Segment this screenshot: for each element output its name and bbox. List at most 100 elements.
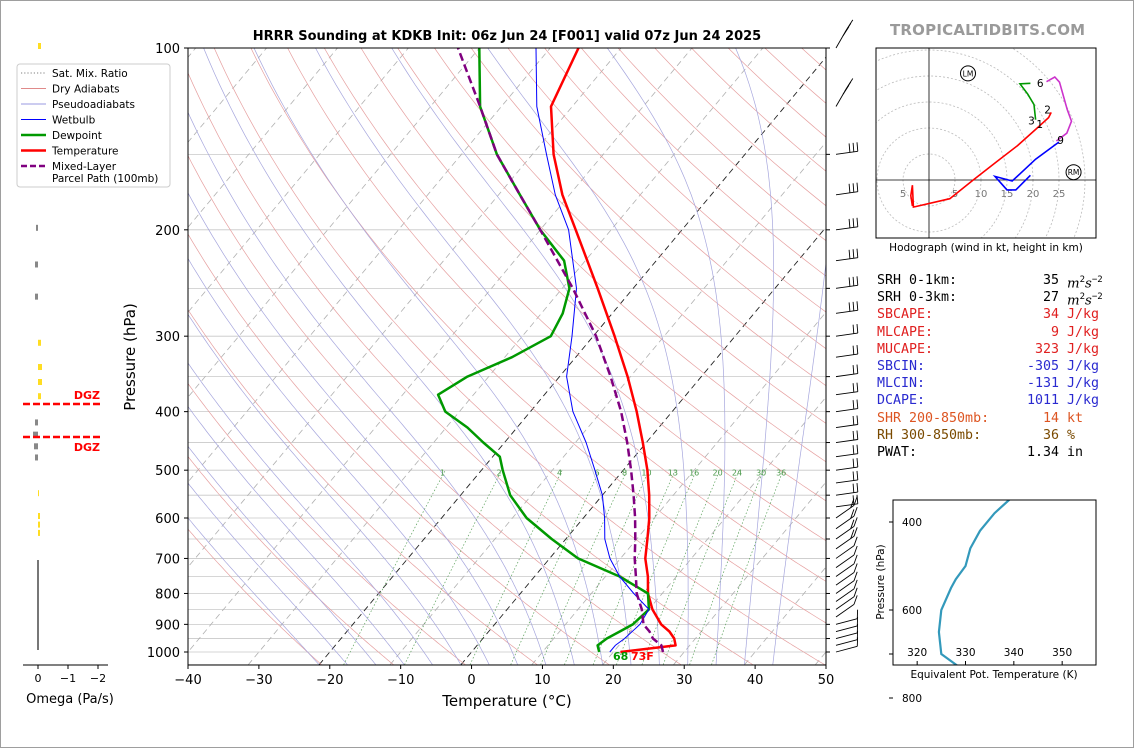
wind-barb — [835, 248, 859, 262]
mixing-ratio-line — [662, 470, 740, 665]
legend-label: Dewpoint — [52, 130, 102, 142]
y-tick-label: 200 — [155, 224, 180, 239]
legend-label: Wetbulb — [52, 115, 96, 127]
barb-flag — [856, 301, 859, 311]
y-tick-label: 300 — [155, 330, 180, 345]
stat-unit: m2s−2 — [1067, 275, 1103, 292]
wind-barb — [835, 483, 859, 496]
barb-shaft — [835, 596, 855, 610]
wind-barb — [835, 587, 858, 610]
barb-shaft — [835, 226, 858, 231]
skewt-y-axis-label: Pressure (hPa) — [121, 303, 139, 411]
hodograph-trace — [909, 112, 1052, 208]
barb-flag — [856, 494, 859, 504]
dry-adiabat — [188, 528, 322, 665]
legend-label: Parcel Path (100mb) — [52, 173, 158, 185]
wind-barb — [835, 19, 854, 49]
moist-adiabat — [487, 48, 689, 665]
barb-shaft — [835, 439, 858, 443]
sounding-stats: SRH 0-1km: 35 m2s−2 SRH 0-3km: 27 m2s−2 SBCAPE… — [877, 272, 1127, 461]
barb-flag — [850, 529, 855, 539]
stat-label: SRH 0-3km: — [877, 290, 958, 306]
isotherm-line — [188, 48, 480, 398]
stat-value: 34 — [1042, 307, 1059, 323]
barb-flag — [856, 324, 859, 334]
hodograph-trace — [1018, 82, 1037, 120]
barb-flag — [852, 142, 855, 152]
stat-unit: J/kg — [1067, 376, 1100, 392]
barb-shaft — [835, 309, 858, 314]
barb-flag — [850, 519, 855, 529]
wind-barb — [835, 182, 859, 196]
wind-barb — [835, 382, 859, 396]
hodograph-frame — [875, 47, 1097, 239]
dgz-label: DGZ — [74, 441, 100, 454]
barb-flag — [856, 364, 859, 374]
isotherm-line — [673, 481, 826, 665]
barb-shaft — [835, 353, 858, 358]
barb-flag — [856, 345, 859, 355]
dgz-label: DGZ — [74, 389, 100, 402]
hodograph-height-label: 9 — [1057, 135, 1064, 147]
theta-e-trace — [937, 500, 1011, 665]
barb-shaft — [835, 191, 858, 196]
wind-barb — [835, 609, 859, 625]
barb-shaft — [835, 545, 855, 559]
omega-panel: 0 −1 −2 DGZ DGZ — [23, 43, 108, 685]
x-tick-label: −40 — [174, 673, 201, 688]
barb-shaft — [835, 491, 858, 496]
x-tick-label: 50 — [818, 673, 835, 688]
theta-e-x-axis-label: Equivalent Pot. Temperature (K) — [910, 669, 1077, 681]
dry-adiabat — [287, 48, 826, 582]
hodograph-traces: 123 6 9 LM RM — [909, 65, 1082, 208]
mixing-ratio-line — [404, 470, 503, 665]
hodograph-ring-label: 15 — [1001, 189, 1014, 200]
omega-bar — [36, 224, 38, 231]
stat-value: 27 — [1042, 290, 1059, 306]
hodograph-height-label: 2 — [1044, 104, 1051, 116]
mixing-ratio-label: 1 — [440, 468, 445, 477]
barb-flag — [850, 498, 855, 508]
barb-shaft — [835, 618, 858, 625]
hodograph-height-label: 1 — [1036, 119, 1043, 131]
barb-shaft — [835, 408, 858, 413]
barb-flag — [848, 249, 851, 259]
chart-title: HRRR Sounding at KDKB Init: 06z Jun 24 [… — [253, 29, 761, 44]
stat-value: 36 — [1042, 427, 1059, 443]
barb-flag — [856, 382, 859, 392]
dry-adiabat — [250, 48, 826, 624]
x-tick-label: 0 — [467, 673, 475, 688]
dry-adiabat — [188, 455, 394, 665]
barb-flag — [852, 445, 855, 455]
dry-adiabat — [323, 48, 826, 542]
omega-bar — [38, 490, 39, 497]
storm-motion-label: LM — [963, 69, 974, 78]
moist-adiabat — [315, 48, 632, 665]
dry-adiabat — [188, 233, 610, 665]
wind-barb — [835, 78, 854, 107]
theta-x-tick-label: 340 — [1004, 647, 1024, 659]
site-brand: TROPICALTIDBITS.COM — [890, 21, 1086, 39]
omega-bar — [38, 529, 40, 536]
legend: Sat. Mix. Ratio Dry Adiabats Pseudoadiabat… — [16, 63, 171, 188]
isotherm-line — [188, 48, 622, 568]
mixing-ratio-line — [711, 470, 784, 665]
stat-label: MLCAPE: — [877, 324, 934, 340]
stat-unit: kt — [1067, 410, 1084, 426]
wind-barb — [835, 571, 858, 594]
barb-shaft — [835, 645, 858, 653]
stat-unit: J/kg — [1067, 341, 1100, 357]
barb-flag — [853, 587, 858, 597]
stat-label: SHR 200-850mb: — [877, 410, 990, 426]
moist-adiabat — [188, 313, 462, 665]
storm-motion-label: RM — [1068, 168, 1080, 177]
barb-shaft — [835, 604, 855, 618]
stat-value: 1.34 — [1026, 444, 1059, 460]
x-tick-label: −20 — [316, 673, 343, 688]
legend-label: Pseudoadiabats — [52, 99, 135, 111]
barb-flag — [853, 579, 858, 590]
hodograph-caption: Hodograph (wind in kt, height in km) — [889, 242, 1083, 254]
omega-bar — [38, 513, 40, 520]
barb-flag — [853, 554, 858, 565]
stat-row: DCAPE: 1011 J/kg — [877, 392, 1127, 409]
